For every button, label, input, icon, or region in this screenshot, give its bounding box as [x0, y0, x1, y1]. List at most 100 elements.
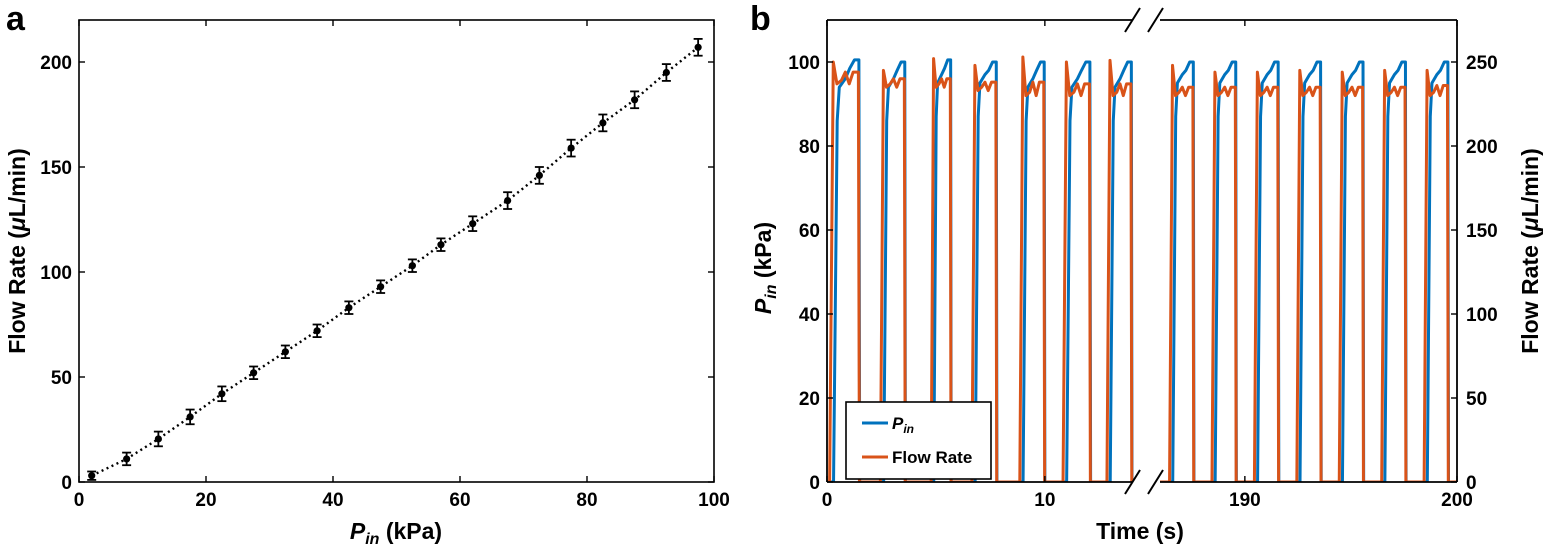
panel-a-x-label-symbol: P: [350, 518, 366, 544]
left-y-tick-label: 40: [799, 305, 820, 326]
data-point: [185, 408, 195, 426]
data-point: [153, 430, 163, 448]
pin-series-line-segment-2: [1160, 60, 1457, 482]
panel-a-data-points: [87, 38, 703, 481]
y-tick-label: 100: [40, 263, 72, 284]
marker: [408, 262, 416, 270]
left-y-tick-label: 80: [799, 137, 820, 158]
data-point: [534, 166, 544, 185]
y-tick-label: 200: [40, 53, 72, 74]
right-y-tick-label: 100: [1466, 305, 1498, 326]
marker: [437, 241, 445, 249]
panel-b: b 0 10 190 200 0 20 40 60 80 100 0 50 100 150 200 250: [750, 0, 1543, 544]
x-tick-label: 60: [449, 490, 470, 511]
marker: [599, 119, 607, 127]
data-point: [407, 258, 417, 273]
data-point: [566, 138, 576, 158]
panel-b-letter: b: [750, 0, 771, 38]
data-point: [661, 63, 671, 82]
y-tick-label: 0: [61, 473, 72, 494]
left-y-tick-label: 0: [809, 473, 820, 494]
panel-a-y-label: Flow Rate (μL/min): [4, 148, 30, 354]
x-tick-label: 190: [1229, 490, 1261, 511]
left-y-tick-label: 100: [788, 53, 820, 74]
x-tick-label: 200: [1441, 490, 1473, 511]
x-tick-label: 20: [195, 490, 216, 511]
panel-b-left-y-ticks: 0 20 40 60 80 100: [788, 53, 833, 494]
panel-a-y-label-post: L/min): [4, 148, 30, 217]
data-point: [280, 344, 290, 360]
panel-b-right-y-pre: Flow Rate (: [1517, 231, 1543, 354]
marker: [504, 197, 512, 205]
data-point: [693, 38, 703, 57]
marker: [631, 96, 639, 104]
panel-b-right-y-label: Flow Rate (μL/min): [1517, 148, 1543, 354]
marker: [313, 327, 321, 335]
x-tick-label: 0: [74, 490, 85, 511]
panel-a-y-label-pre: Flow Rate (: [4, 231, 30, 354]
marker: [88, 472, 96, 480]
right-y-tick-label: 250: [1466, 53, 1498, 74]
flow-rate-series-line-segment-2: [1160, 63, 1457, 482]
marker: [694, 43, 702, 51]
flow-rate-series-line-segment-1: [827, 55, 1134, 482]
y-tick-label: 150: [40, 158, 72, 179]
panel-a-y-label-mu: μ: [4, 217, 30, 232]
marker: [154, 435, 162, 443]
panel-b-left-y-label: Pin (kPa): [750, 222, 780, 314]
panel-b-left-y-symbol: P: [750, 298, 776, 314]
legend-label-flow: Flow Rate: [892, 448, 972, 467]
legend-box: [845, 401, 992, 480]
panel-a: a 0 20 40 60 80 100 0 50 100 150 200 Pin (kPa) Fl…: [4, 0, 730, 548]
marker: [345, 304, 353, 312]
panel-b-x-ticks: 0 10 190 200: [822, 20, 1473, 511]
right-y-tick-label: 0: [1466, 473, 1477, 494]
data-point: [312, 323, 322, 339]
panel-b-right-y-mu: μ: [1517, 217, 1543, 232]
x-tick-label: 100: [698, 490, 730, 511]
data-point: [249, 365, 259, 381]
y-tick-label: 50: [51, 368, 72, 389]
marker: [281, 348, 289, 356]
panel-b-legend: Pin Flow Rate: [845, 401, 992, 480]
legend-pin-symbol: P: [892, 414, 904, 433]
data-point: [468, 215, 478, 232]
marker: [469, 220, 477, 228]
marker: [250, 369, 258, 377]
data-point: [87, 470, 97, 481]
left-y-tick-label: 60: [799, 221, 820, 242]
x-tick-label: 40: [322, 490, 343, 511]
panel-b-series: [827, 55, 1457, 482]
panel-a-x-ticks: 0 20 40 60 80 100: [74, 20, 730, 511]
marker: [218, 390, 226, 398]
panel-b-left-y-sub: in: [763, 284, 780, 298]
right-y-tick-label: 50: [1466, 389, 1487, 410]
right-y-tick-label: 200: [1466, 137, 1498, 158]
marker: [186, 413, 194, 421]
panel-b-right-y-ticks: 0 50 100 150 200 250: [1451, 53, 1498, 494]
data-point: [122, 451, 132, 467]
panel-b-axes-box: [826, 19, 1458, 483]
panel-a-y-ticks: 0 50 100 150 200: [40, 53, 714, 494]
panel-a-axes-box: [78, 19, 715, 483]
panel-a-x-label: Pin (kPa): [350, 518, 442, 548]
marker: [377, 283, 385, 291]
panel-a-fit-line: [91, 46, 699, 477]
legend-label-pin: Pin: [892, 414, 914, 436]
data-point: [344, 300, 354, 315]
panel-a-x-label-sub: in: [365, 531, 379, 548]
panel-a-letter: a: [6, 0, 26, 38]
data-point: [503, 191, 513, 210]
panel-b-x-label: Time (s): [1096, 518, 1184, 544]
left-y-tick-label: 20: [799, 389, 820, 410]
x-tick-label: 0: [822, 490, 833, 511]
data-point: [630, 90, 640, 110]
panel-a-x-label-unit: (kPa): [379, 518, 442, 544]
panel-b-left-y-unit: (kPa): [750, 222, 776, 285]
panel-b-right-y-post: L/min): [1517, 148, 1543, 217]
right-y-tick-label: 150: [1466, 221, 1498, 242]
x-tick-label: 80: [576, 490, 597, 511]
axis-break-marks: [1124, 7, 1164, 495]
marker: [535, 171, 543, 179]
